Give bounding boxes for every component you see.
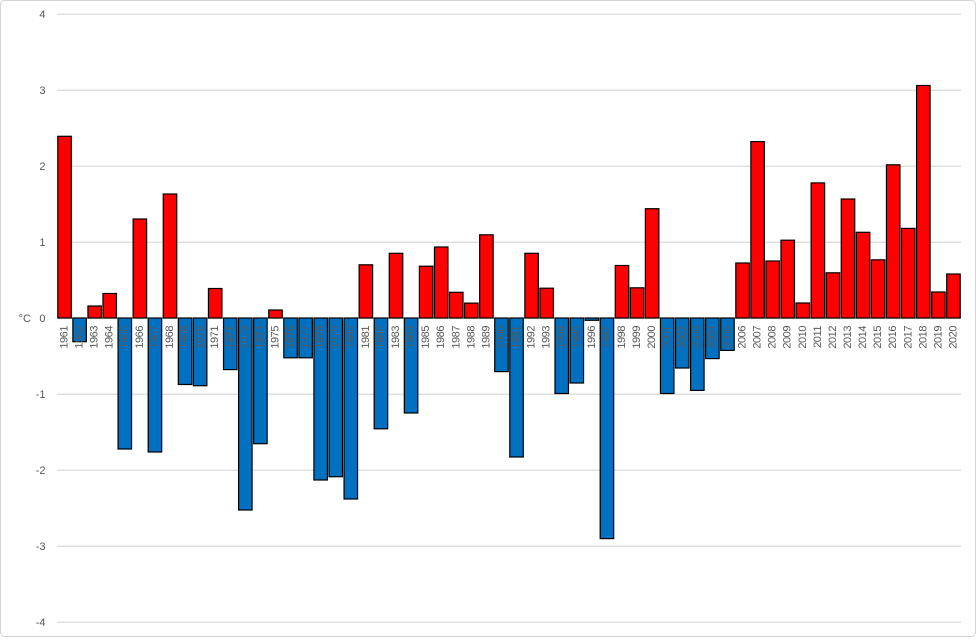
- svg-text:1990: 1990: [496, 326, 508, 349]
- svg-text:2018: 2018: [917, 326, 929, 349]
- svg-text:2006: 2006: [737, 326, 749, 349]
- svg-text:1964: 1964: [104, 326, 116, 349]
- svg-text:3: 3: [39, 85, 45, 97]
- svg-text:1969: 1969: [179, 326, 191, 349]
- svg-text:2009: 2009: [782, 326, 794, 349]
- svg-text:1999: 1999: [631, 326, 643, 349]
- svg-text:2002: 2002: [676, 326, 688, 349]
- svg-text:-1: -1: [36, 389, 46, 401]
- svg-text:1997: 1997: [601, 326, 613, 349]
- svg-text:1984: 1984: [405, 326, 417, 349]
- svg-text:1965: 1965: [119, 326, 131, 349]
- svg-text:1978: 1978: [315, 326, 327, 349]
- svg-text:1996: 1996: [586, 326, 598, 349]
- svg-text:1981: 1981: [360, 326, 372, 349]
- svg-text:1998: 1998: [616, 326, 628, 349]
- svg-text:2: 2: [39, 161, 45, 173]
- svg-text:2014: 2014: [857, 326, 869, 349]
- svg-text:1976: 1976: [285, 326, 297, 349]
- svg-text:1992: 1992: [526, 326, 538, 349]
- svg-text:2017: 2017: [902, 326, 914, 349]
- svg-text:1977: 1977: [300, 326, 312, 349]
- svg-text:1963: 1963: [89, 326, 101, 349]
- svg-text:1971: 1971: [209, 326, 221, 349]
- svg-text:2001: 2001: [661, 326, 673, 349]
- svg-text:0: 0: [39, 313, 45, 325]
- svg-text:1993: 1993: [541, 326, 553, 349]
- svg-text:1972: 1972: [224, 326, 236, 349]
- svg-text:1973: 1973: [239, 326, 251, 349]
- svg-text:2011: 2011: [812, 326, 824, 348]
- svg-text:1961: 1961: [59, 326, 71, 349]
- svg-text:2012: 2012: [827, 326, 839, 349]
- svg-text:1968: 1968: [164, 326, 176, 349]
- svg-text:1995: 1995: [571, 326, 583, 349]
- svg-text:1986: 1986: [435, 326, 447, 349]
- svg-text:-4: -4: [36, 617, 46, 629]
- svg-text:1: 1: [39, 237, 45, 249]
- svg-text:2000: 2000: [646, 326, 658, 349]
- svg-text:1983: 1983: [390, 326, 402, 349]
- svg-text:2007: 2007: [752, 326, 764, 349]
- svg-text:1967: 1967: [149, 326, 161, 349]
- svg-text:1980: 1980: [345, 326, 357, 349]
- svg-text:°C: °C: [19, 313, 31, 325]
- svg-text:1966: 1966: [134, 326, 146, 349]
- svg-text:2016: 2016: [887, 326, 899, 349]
- svg-text:2005: 2005: [722, 326, 734, 349]
- svg-text:1962: 1962: [74, 326, 86, 349]
- svg-text:2015: 2015: [872, 326, 884, 349]
- svg-text:1987: 1987: [450, 326, 462, 349]
- svg-text:2008: 2008: [767, 326, 779, 349]
- svg-text:2003: 2003: [691, 326, 703, 349]
- svg-text:1979: 1979: [330, 326, 342, 349]
- svg-text:1970: 1970: [194, 326, 206, 349]
- svg-text:1974: 1974: [254, 326, 266, 349]
- svg-text:1991: 1991: [511, 326, 523, 349]
- svg-text:1988: 1988: [465, 326, 477, 349]
- svg-text:1985: 1985: [420, 326, 432, 349]
- svg-text:-3: -3: [36, 541, 46, 553]
- svg-text:2013: 2013: [842, 326, 854, 349]
- svg-text:1989: 1989: [480, 326, 492, 349]
- svg-text:2004: 2004: [706, 326, 718, 349]
- svg-text:1975: 1975: [270, 326, 282, 349]
- svg-text:4: 4: [39, 9, 45, 21]
- svg-text:1994: 1994: [556, 326, 568, 349]
- svg-text:1982: 1982: [375, 326, 387, 349]
- svg-text:2010: 2010: [797, 326, 809, 349]
- svg-text:-2: -2: [36, 465, 46, 477]
- svg-text:2019: 2019: [932, 326, 944, 349]
- svg-text:2020: 2020: [948, 326, 960, 349]
